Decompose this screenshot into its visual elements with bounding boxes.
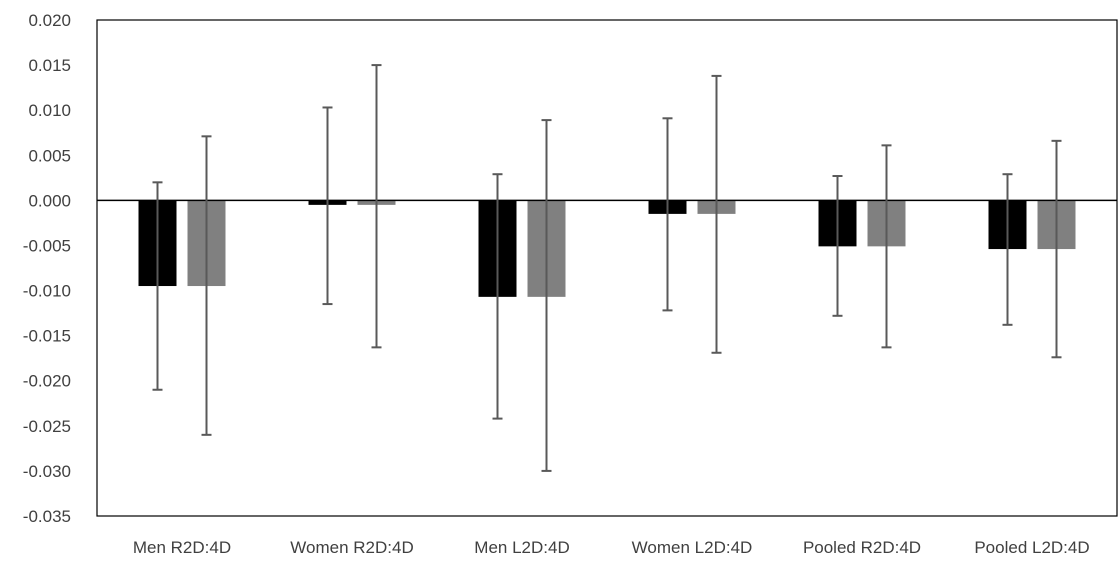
y-tick-label: -0.025 — [23, 417, 71, 436]
x-axis: Men R2D:4D Women R2D:4D Men L2D:4D Women L2… — [133, 538, 1090, 557]
x-category-label: Men L2D:4D — [474, 538, 569, 557]
y-axis: 0.020 0.015 0.010 0.005 0.000 -0.005 -0.010 -0.… — [23, 11, 71, 526]
x-category-label: Women L2D:4D — [632, 538, 753, 557]
bars — [138, 200, 1076, 297]
y-tick-label: 0.010 — [28, 101, 71, 120]
y-tick-label: -0.015 — [23, 327, 71, 346]
x-category-label: Men R2D:4D — [133, 538, 231, 557]
y-tick-label: -0.010 — [23, 282, 71, 301]
y-tick-label: -0.005 — [23, 236, 71, 255]
y-tick-label: 0.000 — [28, 191, 71, 210]
y-tick-label: -0.020 — [23, 372, 71, 391]
x-category-label: Women R2D:4D — [290, 538, 413, 557]
y-tick-label: -0.035 — [23, 507, 71, 526]
y-tick-label: -0.030 — [23, 462, 71, 481]
error-bars — [152, 64, 1062, 472]
x-category-label: Pooled L2D:4D — [974, 538, 1089, 557]
y-tick-label: 0.005 — [28, 146, 71, 165]
y-tick-label: 0.015 — [28, 56, 71, 75]
plot-border — [96, 19, 1118, 517]
y-tick-label: 0.020 — [28, 11, 71, 30]
plot-frame — [96, 19, 1118, 517]
x-category-label: Pooled R2D:4D — [803, 538, 921, 557]
